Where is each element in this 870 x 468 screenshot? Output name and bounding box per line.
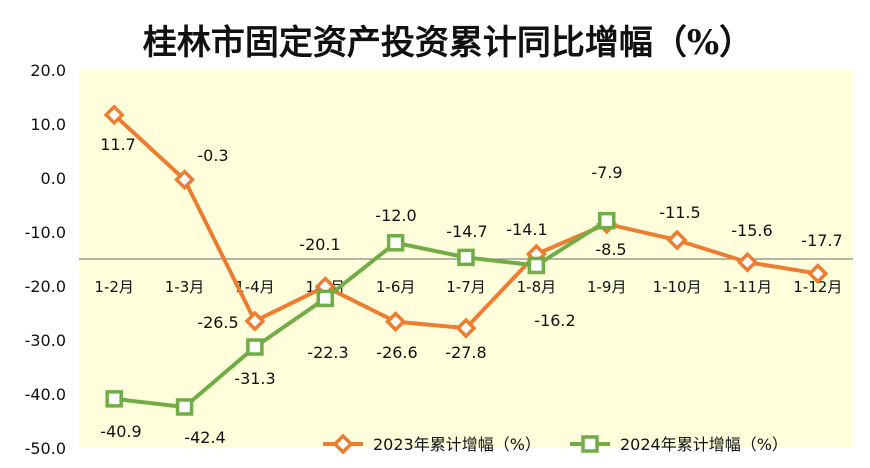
data-label: -26.5 xyxy=(197,313,238,332)
x-tick-label: 1-10月 xyxy=(653,278,702,296)
y-tick-label: -10.0 xyxy=(25,223,66,242)
chart-title: 桂林市固定资产投资累计同比增幅（%） xyxy=(143,23,753,63)
y-tick-label: -50.0 xyxy=(25,439,66,458)
x-tick-label: 1-2月 xyxy=(94,278,134,296)
data-label: -0.3 xyxy=(197,146,228,165)
data-point-square xyxy=(105,390,123,408)
data-point-diamond xyxy=(666,229,688,251)
x-tick-label: 1-6月 xyxy=(376,278,416,296)
series-line-2024 xyxy=(113,218,608,409)
data-label: -42.4 xyxy=(184,428,225,447)
data-point-diamond xyxy=(455,317,477,339)
x-tick-label: 1-8月 xyxy=(517,278,557,296)
legend: 2023年累计增幅（%） 2024年累计增幅（%） xyxy=(323,433,788,455)
y-tick-label: 20.0 xyxy=(30,61,66,80)
data-point-square xyxy=(386,234,405,252)
data-point-diamond xyxy=(385,311,407,333)
data-label: -40.9 xyxy=(100,422,141,441)
y-tick-label: 10.0 xyxy=(30,115,66,134)
x-tick-label: 1-7月 xyxy=(446,278,486,296)
data-label: -15.6 xyxy=(731,221,772,240)
x-tick-label: 1-3月 xyxy=(165,278,205,296)
data-label: -17.7 xyxy=(801,231,842,250)
y-tick-label: -40.0 xyxy=(25,385,66,404)
x-tick-label: 1-4月 xyxy=(235,278,275,296)
data-label: -8.5 xyxy=(595,240,626,259)
legend-label: 2024年累计增幅（%） xyxy=(620,435,788,454)
data-label: -7.9 xyxy=(591,163,622,182)
data-label: -27.8 xyxy=(445,343,486,362)
data-point-square xyxy=(175,398,194,416)
data-point-square xyxy=(316,289,335,308)
data-label: -20.1 xyxy=(299,235,340,254)
data-point-diamond xyxy=(174,169,196,191)
data-label: 11.7 xyxy=(100,135,136,154)
data-point-square xyxy=(581,435,599,453)
data-label: -26.6 xyxy=(376,343,417,362)
data-point-diamond xyxy=(736,251,758,273)
y-tick-label: 0.0 xyxy=(41,169,66,188)
y-tick-label: -30.0 xyxy=(25,331,66,350)
data-point-diamond xyxy=(332,433,354,455)
data-label: -12.0 xyxy=(375,206,416,225)
data-label: -14.7 xyxy=(446,222,487,241)
data-label: -14.1 xyxy=(506,220,547,239)
data-point-diamond xyxy=(807,263,829,285)
y-tick-label: -20.0 xyxy=(25,277,66,296)
data-point-square xyxy=(527,256,546,275)
data-point-square xyxy=(246,338,264,356)
x-tick-label: 1-12月 xyxy=(793,278,842,296)
x-tick-label: 1-9月 xyxy=(587,278,627,296)
data-point-square xyxy=(457,248,475,267)
data-point-diamond xyxy=(244,310,266,332)
x-tick-label: 1-11月 xyxy=(723,278,772,296)
data-point-diamond xyxy=(103,104,125,126)
data-point-square xyxy=(597,211,616,230)
data-label: -31.3 xyxy=(234,369,275,388)
data-label: -16.2 xyxy=(534,311,575,330)
data-label: -22.3 xyxy=(307,343,348,362)
legend-label: 2023年累计增幅（%） xyxy=(373,435,541,454)
data-label: -11.5 xyxy=(659,203,700,222)
